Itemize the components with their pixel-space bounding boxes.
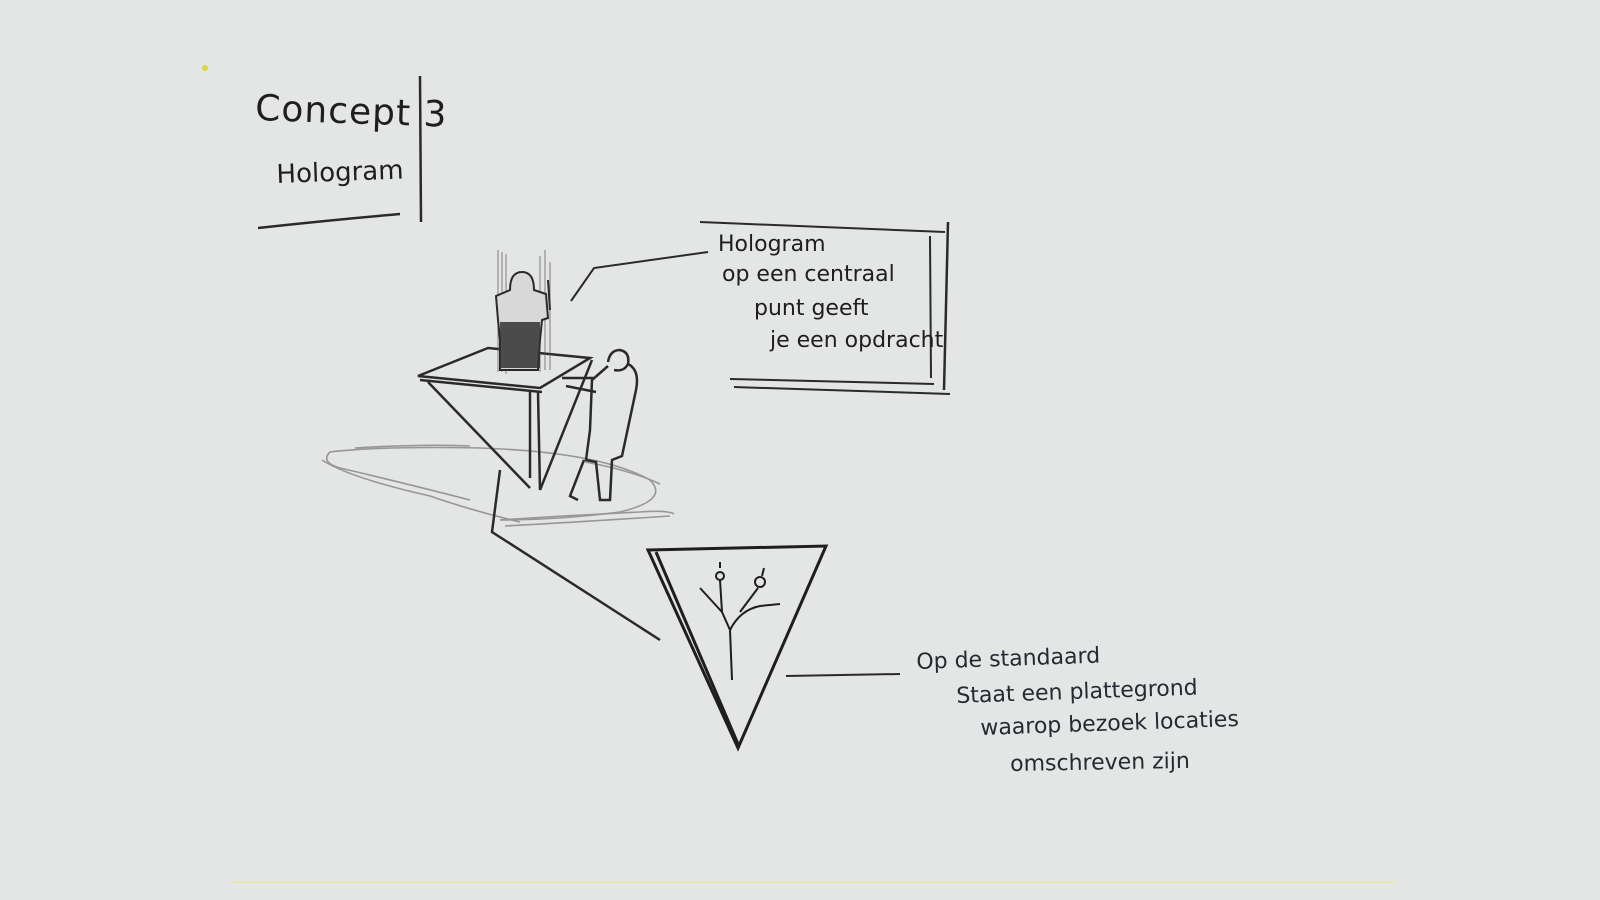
- concept-title: Concept 3: [254, 88, 449, 136]
- note-box-top: [699, 221, 946, 233]
- title-frame-underline: [257, 212, 401, 230]
- pedestal: [417, 346, 594, 491]
- hologram-note-line-3: punt geeft: [754, 296, 869, 321]
- hologram-note-line-1: Hologram: [718, 232, 826, 257]
- note-box-right-inner: [929, 235, 932, 379]
- hologram-leader-line: [570, 251, 709, 302]
- stand-note-line-4: omschreven zijn: [1009, 748, 1191, 777]
- note-box-bottom-2: [733, 386, 951, 395]
- concept-subtitle: Hologram: [276, 155, 405, 190]
- stand-triangle: [645, 544, 829, 752]
- hologram-figure: [494, 250, 551, 374]
- floor-shading: [321, 444, 675, 527]
- hologram-note-line-4: je een opdracht: [770, 328, 944, 353]
- floorplan-map: [699, 562, 781, 681]
- hologram-note-line-2: op een centraal: [722, 262, 895, 287]
- note-box-bottom-1: [729, 378, 935, 385]
- pedestal-to-stand-line: [490, 469, 661, 642]
- title-frame-vertical: [418, 75, 423, 223]
- note-box-right-outer: [942, 221, 950, 391]
- stand-leader-line: [785, 673, 901, 677]
- marker-dot: [202, 65, 208, 71]
- visitor-figure: [562, 348, 639, 502]
